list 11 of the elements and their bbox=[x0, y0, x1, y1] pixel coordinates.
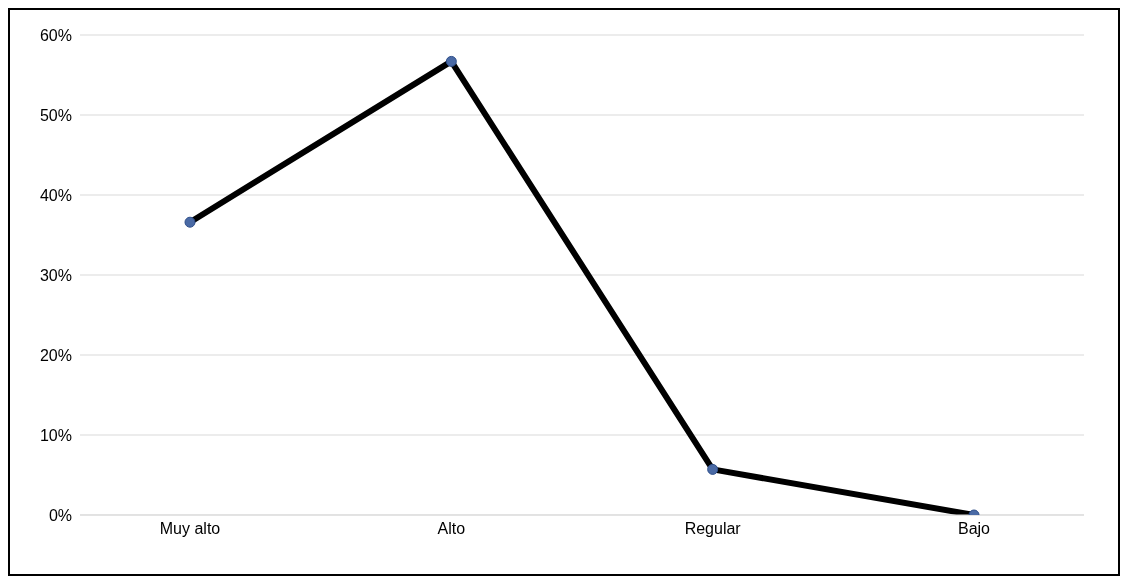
x-tick-label: Muy alto bbox=[159, 520, 221, 538]
y-tick-label: 10% bbox=[39, 426, 72, 444]
y-tick-label: 20% bbox=[39, 346, 72, 364]
y-tick-label: 50% bbox=[39, 106, 72, 124]
y-tick-label: 0% bbox=[48, 506, 72, 524]
y-tick-label: 60% bbox=[39, 26, 72, 44]
x-tick-label: Regular bbox=[684, 520, 742, 538]
x-tick-label: Bajo bbox=[957, 520, 991, 538]
x-tick-label: Alto bbox=[437, 520, 466, 538]
y-tick-label: 30% bbox=[39, 266, 72, 284]
y-tick-label: 40% bbox=[39, 186, 72, 204]
